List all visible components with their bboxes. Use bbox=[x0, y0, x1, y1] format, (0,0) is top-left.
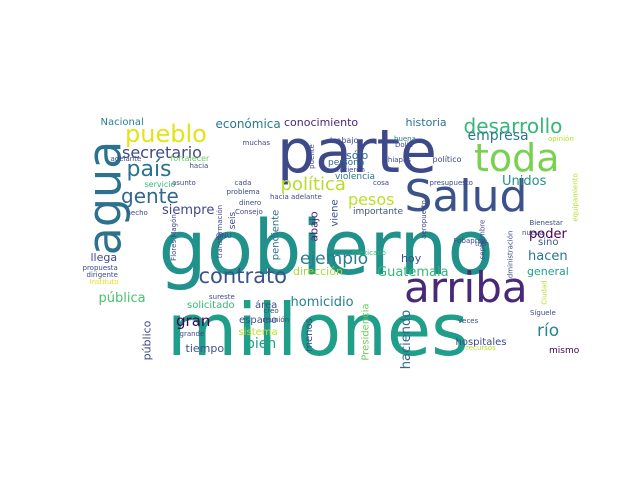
word-haciendo: haciendo bbox=[398, 309, 414, 369]
word-poder: poder bbox=[529, 226, 567, 242]
word-persona: persona bbox=[328, 157, 365, 168]
word-gran: gran bbox=[176, 311, 211, 330]
word-parte: parte bbox=[277, 117, 437, 187]
word-hospitales: hospitales bbox=[455, 337, 507, 348]
word-gobierno: gobierno bbox=[158, 203, 494, 292]
word-dinero: dinero bbox=[239, 198, 262, 207]
word-empresa: empresa bbox=[467, 128, 529, 144]
word-dirigente: dirigente bbox=[86, 270, 118, 279]
word-bienestar: Bienestar bbox=[529, 218, 563, 227]
word-bien: bien bbox=[246, 336, 277, 352]
word-solo: sólo bbox=[346, 148, 369, 162]
word-ejemplo: ejemplo bbox=[300, 248, 369, 269]
word-asunto: asunto bbox=[172, 178, 196, 187]
word-transformacion: transformación bbox=[215, 204, 224, 258]
word-tren: tren bbox=[475, 239, 490, 248]
word-cosa: cosa bbox=[373, 178, 390, 187]
word-arriba: arriba bbox=[404, 263, 528, 312]
word-salud: Salud bbox=[404, 171, 528, 222]
word-abajo: abajo bbox=[307, 210, 321, 242]
word-general: general bbox=[527, 264, 569, 278]
word-administracion: administración bbox=[506, 230, 515, 282]
word-instituto: Instituto bbox=[89, 277, 119, 286]
word-muchas: muchas bbox=[242, 138, 270, 147]
word-desarrollo: desarrollo bbox=[463, 114, 563, 138]
word-area: área bbox=[255, 300, 278, 311]
word-espacio: espacio bbox=[239, 315, 278, 326]
word-hecho: hecho bbox=[126, 208, 148, 217]
word-fortalecer: fortalecer bbox=[170, 154, 210, 163]
word-unidos: Unidos bbox=[502, 173, 547, 189]
word-historia: historia bbox=[405, 115, 447, 129]
word-presupuesto: presupuesto bbox=[429, 178, 473, 187]
word-equipamiento: equipamiento bbox=[571, 172, 580, 222]
word-consejo: Consejo bbox=[235, 207, 263, 216]
word-adelante: adelante bbox=[110, 154, 142, 163]
word-trabajo: trabajo bbox=[330, 136, 359, 145]
word-publica: pública bbox=[98, 290, 146, 306]
word-pais: país bbox=[126, 157, 172, 182]
word-nueva: nueva bbox=[522, 228, 544, 237]
word-chiapas: Chiapas bbox=[383, 155, 411, 164]
word-servicio: servicio bbox=[144, 180, 176, 189]
word-siguele: Síguele bbox=[530, 308, 556, 317]
word-aeropuerto: aeropuerto bbox=[419, 199, 428, 239]
word-opinion: opinión bbox=[548, 134, 574, 143]
word-sureste: sureste bbox=[209, 292, 235, 301]
word-fobaproa: Fobaproa bbox=[453, 236, 487, 245]
word-importante: importante bbox=[353, 206, 404, 217]
word-conocimiento: conocimiento bbox=[284, 115, 359, 129]
word-sistema: sistema bbox=[238, 327, 278, 338]
word-gente: gente bbox=[121, 184, 179, 208]
word-grande: grande bbox=[179, 329, 205, 338]
word-septiembre: septiembre bbox=[478, 219, 487, 259]
word-flores-magon: Flores Magón bbox=[169, 213, 178, 261]
word-rio: río bbox=[537, 320, 560, 341]
word-hacen: hacen bbox=[528, 248, 568, 264]
word-recursos: recursos bbox=[466, 343, 496, 352]
word-llega: llega bbox=[90, 250, 118, 264]
word-puente: puente bbox=[307, 143, 316, 169]
word-creo: creo bbox=[263, 306, 279, 315]
word-mexicano: mexicano bbox=[352, 248, 386, 257]
word-sino: sino bbox=[538, 237, 559, 248]
word-siempre: siempre bbox=[162, 202, 215, 218]
word-economica: económica bbox=[215, 117, 281, 131]
word-ciudad: Ciudad bbox=[540, 279, 549, 305]
word-presidencia: Presidencia bbox=[360, 303, 372, 361]
word-millones: millones bbox=[167, 288, 469, 372]
word-tiempo: tiempo bbox=[185, 341, 225, 355]
word-buena: buena bbox=[394, 134, 416, 143]
word-dolia: Dolia bbox=[395, 140, 413, 149]
word-nacional: Nacional bbox=[100, 117, 144, 128]
word-hoy: hoy bbox=[401, 251, 422, 265]
word-onu: ONU bbox=[216, 231, 232, 240]
word-propuesta: propuesta bbox=[82, 263, 118, 272]
word-politico: político bbox=[432, 155, 462, 164]
word-pueblo: pueblo bbox=[125, 120, 207, 148]
word-solicitado: solicitado bbox=[187, 300, 235, 311]
word-politica: política bbox=[280, 174, 346, 195]
word-violencia: violencia bbox=[335, 171, 376, 182]
word-publico: público bbox=[140, 320, 154, 360]
word-menos: menos bbox=[303, 318, 315, 352]
word-cada: cada bbox=[234, 178, 252, 187]
word-secretario: secretario bbox=[122, 143, 202, 162]
word-problema: problema bbox=[226, 187, 260, 196]
word-toda: toda bbox=[474, 136, 560, 180]
word-pesos: pesos bbox=[348, 190, 395, 209]
word-direccion: dirección bbox=[293, 264, 343, 278]
word-viene: viene bbox=[329, 199, 341, 227]
word-hacia-adelante: hacia adelante bbox=[270, 192, 322, 201]
word-mismo: mismo bbox=[549, 345, 580, 356]
word-pendiente: pendiente bbox=[269, 209, 281, 261]
word-reunion: reunión bbox=[262, 315, 290, 324]
word-guatemala: Guatemala bbox=[377, 264, 449, 280]
word-homicidio: homicidio bbox=[290, 294, 354, 310]
word-hicieron: hicieron bbox=[337, 165, 365, 174]
word-hacia: hacia bbox=[189, 161, 209, 170]
word-veces: veces bbox=[458, 316, 479, 325]
word-contrato: contrato bbox=[198, 263, 288, 288]
